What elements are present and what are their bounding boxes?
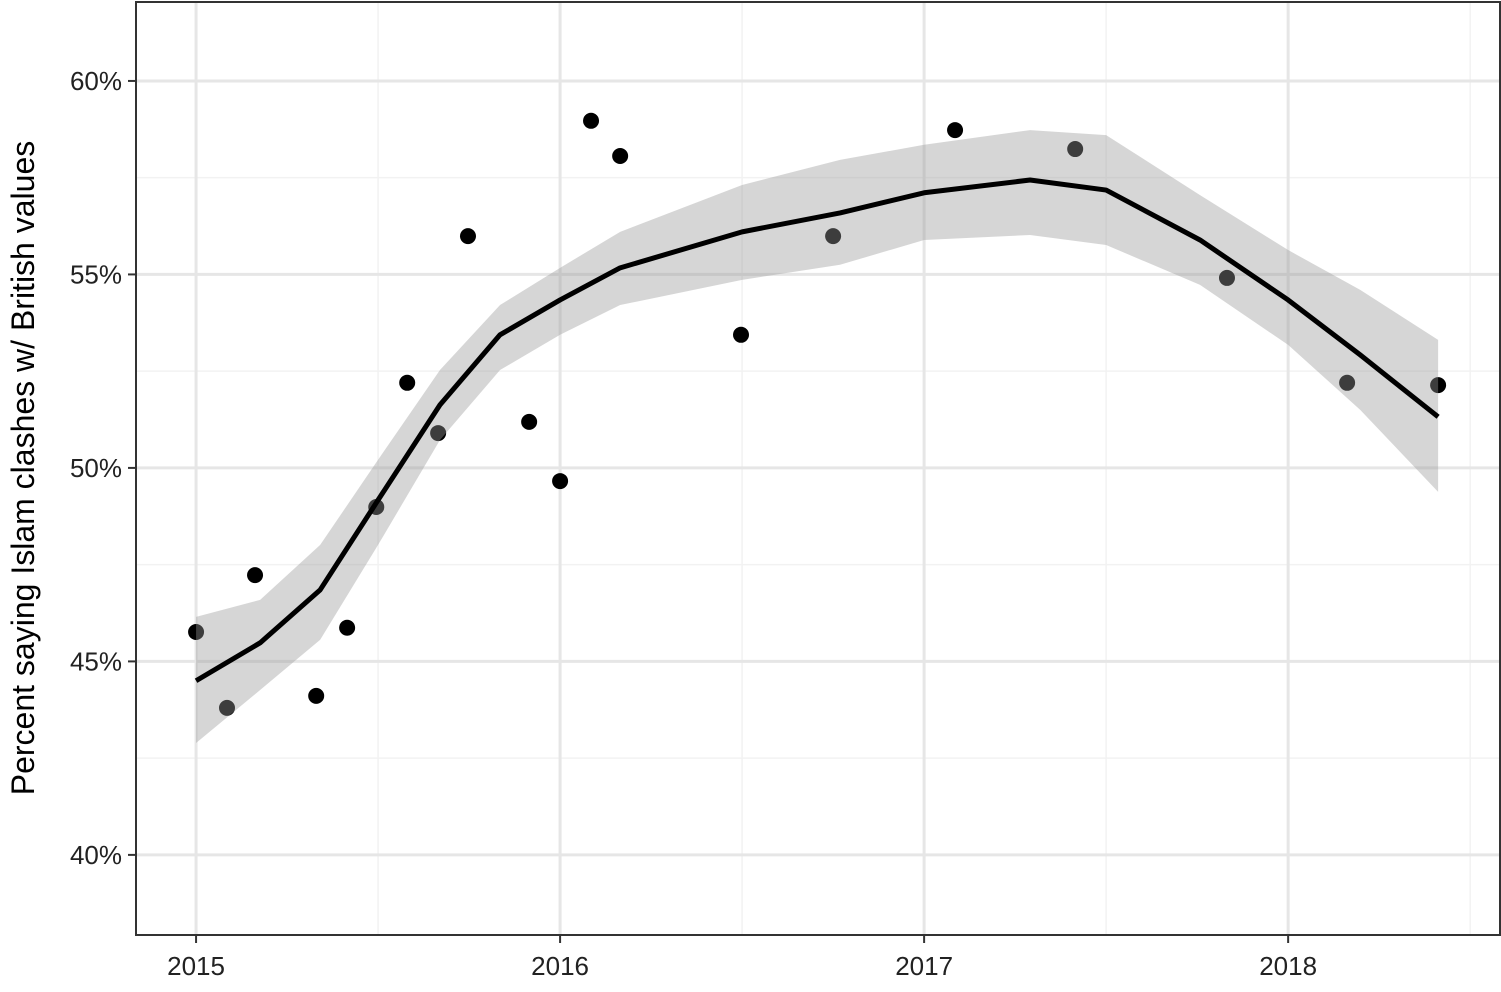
- point: [1430, 377, 1447, 394]
- y-axis-label: Percent saying Islam clashes w/ British …: [5, 141, 41, 795]
- x-tick-label: 2018: [1259, 951, 1317, 981]
- point: [219, 699, 236, 716]
- y-tick-label: 55%: [70, 259, 122, 289]
- point: [733, 326, 750, 343]
- point: [399, 374, 416, 391]
- y-tick-label: 60%: [70, 66, 122, 96]
- point: [1067, 141, 1084, 158]
- x-tick-label: 2016: [531, 951, 589, 981]
- point: [583, 112, 600, 129]
- y-tick-label: 40%: [70, 840, 122, 870]
- point: [825, 228, 842, 245]
- smooth-line: [194, 177, 1440, 683]
- point: [430, 425, 447, 442]
- point: [188, 623, 205, 640]
- point: [947, 122, 964, 139]
- y-tick-label: 50%: [70, 453, 122, 483]
- point: [552, 473, 569, 490]
- confidence-band: [196, 130, 1439, 744]
- x-tick-label: 2017: [895, 951, 953, 981]
- point: [1339, 374, 1356, 391]
- y-tick-label: 45%: [70, 646, 122, 676]
- panel-border: [135, 1, 1501, 936]
- point: [247, 567, 264, 584]
- point: [521, 413, 538, 430]
- point: [1218, 269, 1235, 286]
- point: [612, 148, 629, 165]
- x-tick-label: 2015: [167, 951, 225, 981]
- point: [339, 619, 356, 636]
- point: [308, 687, 325, 704]
- point: [459, 228, 476, 245]
